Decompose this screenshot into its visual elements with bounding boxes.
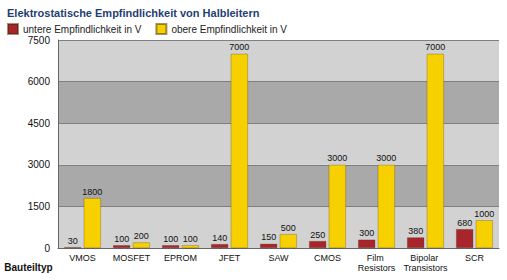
svg-text:JFET: JFET [219, 253, 241, 263]
svg-text:1000: 1000 [474, 209, 494, 219]
svg-text:Bipolar: Bipolar [410, 253, 441, 263]
svg-text:500: 500 [281, 223, 296, 233]
svg-text:Transistors: Transistors [403, 263, 448, 273]
svg-text:6000: 6000 [28, 76, 51, 87]
svg-text:7000: 7000 [229, 42, 249, 52]
svg-text:380: 380 [408, 226, 423, 236]
svg-text:7500: 7500 [28, 35, 51, 46]
svg-text:SAW: SAW [268, 253, 289, 263]
svg-text:4500: 4500 [28, 118, 51, 129]
svg-text:0: 0 [44, 243, 50, 254]
svg-text:EPROM: EPROM [164, 253, 197, 263]
svg-text:680: 680 [457, 218, 472, 228]
svg-text:CMOS: CMOS [314, 253, 341, 263]
svg-text:MOSFET: MOSFET [113, 253, 151, 263]
svg-text:150: 150 [261, 232, 276, 242]
svg-text:Elektrostatische Empfindlichke: Elektrostatische Empfindlichkeit von Hal… [7, 7, 260, 19]
svg-text:3000: 3000 [28, 159, 51, 170]
svg-text:Resistors: Resistors [358, 263, 396, 273]
svg-text:untere Empfindlichkeit in V: untere Empfindlichkeit in V [23, 24, 142, 35]
svg-text:300: 300 [359, 228, 374, 238]
svg-text:3000: 3000 [327, 153, 347, 163]
svg-text:100: 100 [163, 234, 178, 244]
svg-text:7000: 7000 [425, 42, 445, 52]
svg-text:140: 140 [212, 233, 227, 243]
svg-text:30: 30 [68, 236, 78, 246]
svg-text:100: 100 [114, 234, 129, 244]
svg-text:VMOS: VMOS [69, 253, 96, 263]
svg-text:Bauteiltyp: Bauteiltyp [4, 262, 52, 273]
svg-text:1800: 1800 [82, 187, 102, 197]
svg-text:3000: 3000 [376, 153, 396, 163]
svg-text:250: 250 [310, 230, 325, 240]
svg-text:100: 100 [183, 234, 198, 244]
svg-text:200: 200 [134, 231, 149, 241]
svg-text:Film: Film [367, 253, 387, 263]
svg-text:obere Empfindlichkeit in V: obere Empfindlichkeit in V [171, 24, 287, 35]
svg-text:SCR: SCR [465, 253, 485, 263]
svg-text:1500: 1500 [28, 201, 51, 212]
